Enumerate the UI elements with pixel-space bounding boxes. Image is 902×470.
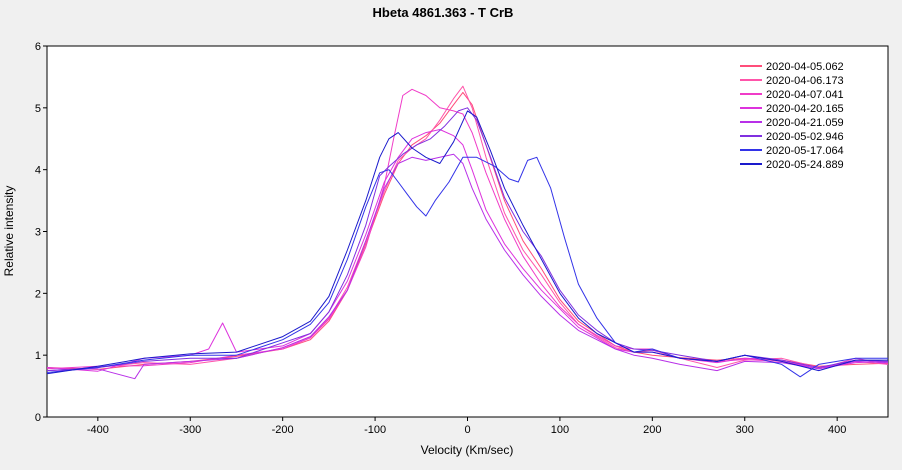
legend-entry: 2020-04-21.059 <box>766 117 844 129</box>
y-tick-label: 2 <box>35 288 41 300</box>
y-tick-label: 3 <box>35 227 41 239</box>
legend-entry: 2020-04-20.165 <box>766 103 844 115</box>
x-tick-label: -400 <box>87 424 109 436</box>
x-axis: -400 -300 -200 -100 0 100 200 300 400 <box>87 417 846 436</box>
legend-entry: 2020-05-17.064 <box>766 145 844 157</box>
y-axis: 0 1 2 3 4 5 6 <box>35 41 47 424</box>
x-tick-label: -200 <box>272 424 294 436</box>
x-tick-label: 400 <box>828 424 846 436</box>
x-tick-label: 200 <box>643 424 661 436</box>
series-line <box>47 153 888 380</box>
series-line <box>47 110 888 375</box>
series-layer <box>47 85 888 380</box>
x-axis-label: Velocity (Km/sec) <box>421 443 514 457</box>
x-tick-label: -300 <box>179 424 201 436</box>
plot-area <box>46 45 889 418</box>
y-tick-label: 5 <box>35 103 41 115</box>
y-tick-label: 1 <box>35 350 41 362</box>
y-tick-label: 4 <box>35 165 41 177</box>
legend-entry: 2020-05-02.946 <box>766 131 844 143</box>
y-tick-label: 0 <box>35 412 41 424</box>
x-tick-label: 0 <box>464 424 470 436</box>
legend-entry: 2020-04-07.041 <box>766 89 844 101</box>
chart-title: Hbeta 4861.363 - T CrB <box>373 5 514 20</box>
series-line <box>47 91 888 370</box>
legend-entry: 2020-04-06.173 <box>766 75 844 87</box>
legend-entry: 2020-04-05.062 <box>766 61 844 73</box>
x-tick-label: -100 <box>364 424 386 436</box>
y-axis-label: Relative intensity <box>2 186 16 277</box>
x-tick-label: 300 <box>736 424 754 436</box>
legend: 2020-04-05.062 2020-04-06.173 2020-04-07.0… <box>740 61 844 171</box>
legend-entry: 2020-05-24.889 <box>766 159 844 171</box>
x-tick-label: 100 <box>551 424 569 436</box>
y-tick-label: 6 <box>35 41 41 53</box>
